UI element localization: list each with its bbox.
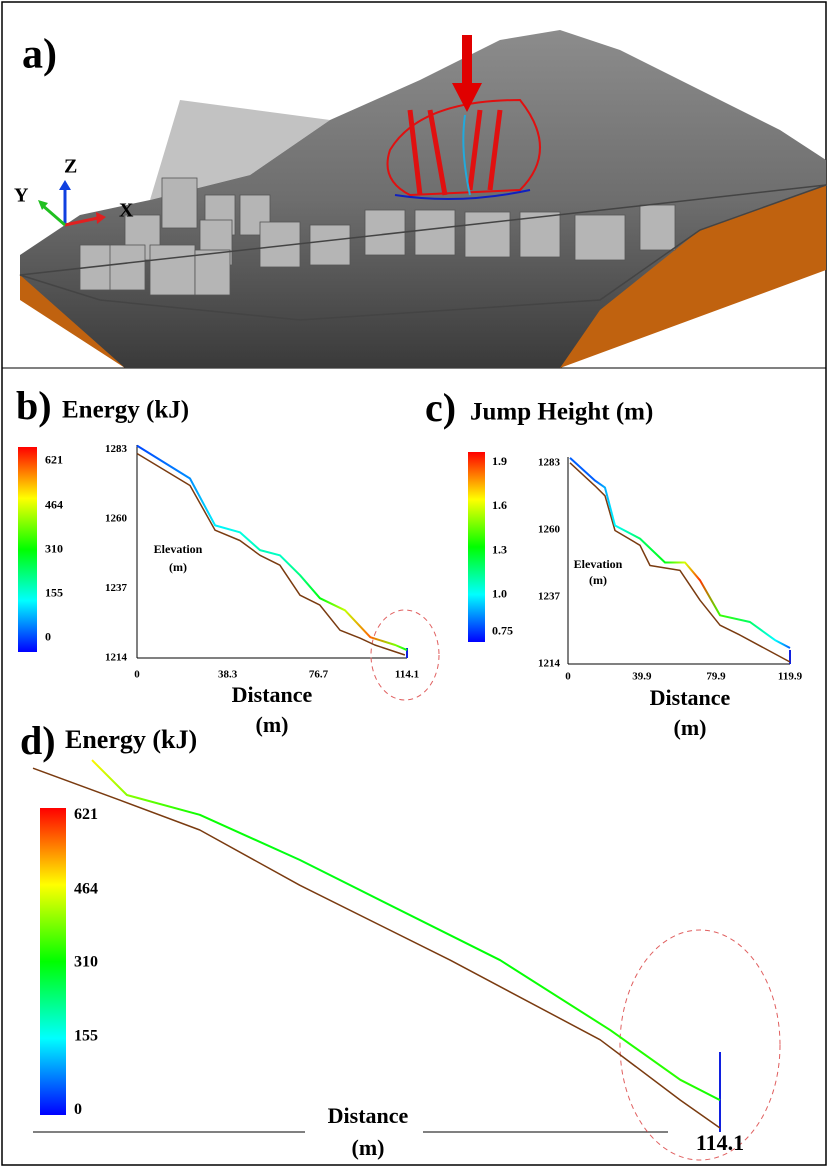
- figure: a) X Y Z b) Energy (kJ) Distance (m) Elevati…: [0, 0, 828, 1167]
- x-tick-label: 79.9: [706, 671, 726, 683]
- x-tick-label: 0: [134, 669, 140, 681]
- y-tick-label: 1283: [105, 443, 128, 455]
- colorbar-tick-label: 1.3: [492, 542, 507, 556]
- trajectory-line: [570, 458, 790, 648]
- colorbar-tick-label: 155: [74, 1027, 98, 1044]
- y-tick-label: 1283: [538, 456, 561, 468]
- colorbar-tick-label: 0: [45, 630, 51, 644]
- panel-label: d): [20, 718, 56, 763]
- axis-letter: Z: [64, 156, 77, 178]
- colorbar-tick-label: 464: [45, 497, 63, 511]
- panel-label: c): [425, 385, 456, 430]
- x-tick-label: 114.1: [395, 669, 419, 681]
- y-tick-label: 1237: [105, 582, 128, 594]
- terrain-render: [20, 30, 826, 368]
- trajectory-line: [92, 760, 720, 1100]
- chart-title: Energy (kJ): [62, 397, 189, 424]
- colorbar-tick-label: 0.75: [492, 623, 513, 637]
- y-tick-label: 1214: [105, 652, 128, 664]
- colorbar: [40, 808, 66, 1115]
- x-axis-label: Distance: [232, 682, 313, 707]
- x-tick-label: 38.3: [218, 669, 238, 681]
- colorbar-tick-label: 464: [74, 880, 98, 897]
- y-axis-label: Elevation: [154, 542, 203, 556]
- colorbar-tick-label: 621: [45, 453, 63, 467]
- y-tick-label: 1237: [538, 590, 561, 602]
- x-tick-label: 119.9: [778, 671, 803, 683]
- axis-letter: Y: [14, 185, 29, 207]
- x-axis-label: (m): [674, 715, 707, 740]
- terrain-profile: [33, 768, 720, 1128]
- chart-title: Energy (kJ): [65, 725, 197, 754]
- x-axis-label: Distance: [328, 1103, 409, 1128]
- y-tick-label: 1214: [538, 658, 561, 670]
- highlight: [620, 930, 780, 1160]
- colorbar-tick-label: 0: [74, 1101, 82, 1118]
- x-tick-label: 0: [565, 671, 571, 683]
- highlight: [371, 610, 439, 700]
- colorbar-tick-label: 310: [45, 541, 63, 555]
- colorbar-tick-label: 1.6: [492, 498, 507, 512]
- panel-label: b): [16, 383, 52, 428]
- x-axis-label: (m): [352, 1135, 385, 1160]
- y-tick-label: 1260: [105, 513, 128, 525]
- panel-label: a): [22, 32, 57, 78]
- x-tick-label: 114.1: [696, 1130, 744, 1155]
- y-axis-label: (m): [169, 560, 187, 574]
- y-tick-label: 1260: [538, 523, 561, 535]
- x-axis-label: Distance: [650, 685, 731, 710]
- colorbar-tick-label: 1.9: [492, 454, 507, 468]
- colorbar-tick-label: 155: [45, 585, 63, 599]
- x-tick-label: 39.9: [632, 671, 652, 683]
- colorbar: [468, 452, 485, 642]
- chart-title: Jump Height (m): [470, 399, 653, 426]
- colorbar-tick-label: 1.0: [492, 587, 507, 601]
- y-axis-label: (m): [589, 573, 607, 587]
- y-axis-label: Elevation: [574, 557, 623, 571]
- colorbar-tick-label: 621: [74, 806, 98, 823]
- x-axis-label: (m): [256, 712, 289, 737]
- x-tick-label: 76.7: [309, 669, 329, 681]
- colorbar: [18, 447, 37, 652]
- axis-letter: X: [119, 200, 134, 222]
- colorbar-tick-label: 310: [74, 954, 98, 971]
